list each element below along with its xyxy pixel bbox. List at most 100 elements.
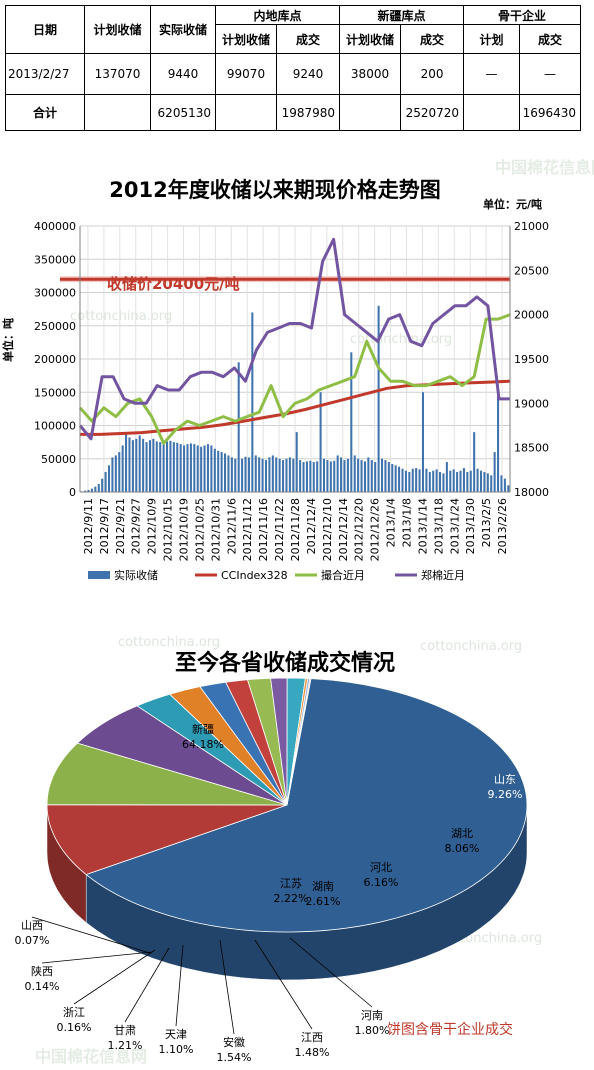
y-left-tick-label: 350000 (34, 253, 76, 266)
reserve-price-band (60, 276, 510, 283)
header-bb-plan: 计划 (463, 24, 521, 54)
y-left-tick-label: 200000 (34, 353, 76, 366)
bar-actual-storage (237, 362, 240, 492)
y-right-tick-label: 18000 (514, 486, 549, 499)
pie-label-value: 0.14% (25, 980, 60, 993)
bar-actual-storage (210, 445, 213, 492)
bar-actual-storage (111, 457, 114, 492)
y-left-tick-label: 150000 (34, 386, 76, 399)
bar-actual-storage (244, 456, 247, 492)
pie-label-天津: 天津 1.10% (159, 944, 193, 1056)
bar-actual-storage (285, 458, 288, 492)
bar-actual-storage (271, 455, 274, 492)
x-tick-label: 2013/1/4 (385, 498, 398, 547)
watermark-7: 中国棉花信息网 (35, 1047, 147, 1066)
bar-actual-storage (131, 440, 134, 492)
bar-actual-storage (176, 442, 179, 492)
legend-label: 实际收储 (114, 568, 158, 582)
unit-label: 单位：元/吨 (483, 197, 542, 211)
pie-label-value: 6.16% (364, 876, 399, 889)
bar-actual-storage (421, 392, 424, 492)
bar-actual-storage (497, 395, 500, 492)
bar-actual-storage (343, 460, 346, 492)
pie-slice-山西 (286, 678, 312, 806)
bar-actual-storage (374, 462, 377, 492)
bar-actual-storage (398, 466, 401, 492)
bar-actual-storage (319, 392, 322, 492)
bar-actual-storage (166, 441, 169, 492)
pie-label-name: 新疆 (192, 722, 214, 736)
cell-total-bb-plan (463, 94, 521, 131)
chart-title: 2012年度收储以来期现价格走势图 (109, 178, 440, 202)
bar-actual-storage (97, 484, 100, 492)
bar-actual-storage (357, 458, 360, 492)
bar-actual-storage (401, 468, 404, 492)
pie-leader-line (41, 951, 153, 964)
pie-label-name: 甘肃 (114, 1024, 136, 1037)
watermark-4: cottonchina.org (118, 635, 220, 650)
bar-actual-storage (230, 457, 233, 492)
pie-label-name: 陕西 (31, 964, 53, 978)
bar-actual-storage (391, 464, 394, 492)
grid-lines (80, 225, 510, 493)
bar-actual-storage (350, 352, 353, 492)
bar-actual-storage (326, 460, 329, 492)
bar-actual-storage (138, 435, 141, 492)
pie-label-河北: 河北 6.16% (364, 861, 399, 889)
bar-actual-storage (268, 457, 271, 492)
legend-label: CCIndex328 (221, 569, 288, 582)
table-row-total: 合计 6205130 1987980 2520720 1696430 (5, 94, 582, 131)
pie-label-陕西: 陕西 0.14% (25, 951, 153, 993)
x-tick-label: 2012/12/4 (305, 498, 318, 554)
bar-actual-storage (264, 460, 268, 492)
pie-label-value: 2.61% (306, 895, 341, 908)
cell-total-label: 合计 (5, 94, 85, 131)
pie-leader-line (219, 939, 235, 1035)
bar-actual-storage (258, 457, 261, 492)
pie-label-name: 江西 (301, 1031, 323, 1044)
bar-actual-storage (189, 443, 192, 492)
bar-actual-storage (104, 472, 107, 492)
bar-actual-storage (462, 468, 465, 492)
pie-leader-line (124, 947, 170, 1023)
header-inland-deal: 成交 (275, 24, 341, 54)
pie-leader-line (31, 916, 151, 954)
header-xj-plan: 计划收储 (339, 24, 402, 54)
y-right-tick-label: 19500 (514, 353, 549, 366)
header-bb-deal: 成交 (519, 24, 582, 54)
bar-actual-storage (479, 470, 483, 492)
x-tick-label: 2012/11/22 (273, 498, 286, 561)
bar-actual-storage (449, 470, 452, 492)
x-tick-label: 2012/10/31 (209, 498, 222, 561)
bar-actual-storage (155, 441, 158, 492)
bar-actual-storage (442, 473, 445, 492)
bar-actual-storage (503, 478, 506, 492)
pie-label-甘肃: 甘肃 1.21% (108, 947, 170, 1052)
cell-date: 2013/2/27 (5, 53, 85, 95)
bar-actual-storage (295, 432, 298, 492)
x-tick-label: 2013/2/26 (496, 498, 509, 554)
pie-label-name: 天津 (165, 1028, 187, 1041)
pie-label-value: 64.18% (182, 738, 224, 751)
bar-actual-storage (241, 458, 244, 492)
cell-xj-plan: 38000 (339, 53, 402, 95)
cell-actual: 9440 (150, 53, 216, 95)
bar-actual-storage (135, 438, 138, 492)
watermark-5: cottonchina.org (420, 639, 522, 654)
bar-actual-storage (439, 472, 442, 492)
legend: 实际收储 CCIndex328 撮合近月 郑棉近月 (88, 568, 465, 582)
x-tick-label: 2012/11/12 (241, 498, 254, 561)
bar-actual-storage (411, 468, 414, 492)
bar-actual-storage (363, 461, 366, 492)
pie-note: 饼图含骨干企业成交 (387, 1021, 513, 1038)
bar-actual-storage (206, 444, 209, 492)
bar-actual-storage (445, 462, 448, 492)
pie-label-value: 1.54% (217, 1051, 252, 1064)
bar-actual-storage (469, 470, 472, 492)
bar-actual-storage (476, 468, 479, 492)
y-left-tick-label: 300000 (34, 287, 76, 300)
x-tick-label: 2012/9/21 (114, 498, 127, 554)
pie-label-value: 1.48% (295, 1046, 330, 1059)
x-tick-label: 2012/12/10 (321, 498, 334, 561)
bar-actual-storage (404, 470, 407, 492)
